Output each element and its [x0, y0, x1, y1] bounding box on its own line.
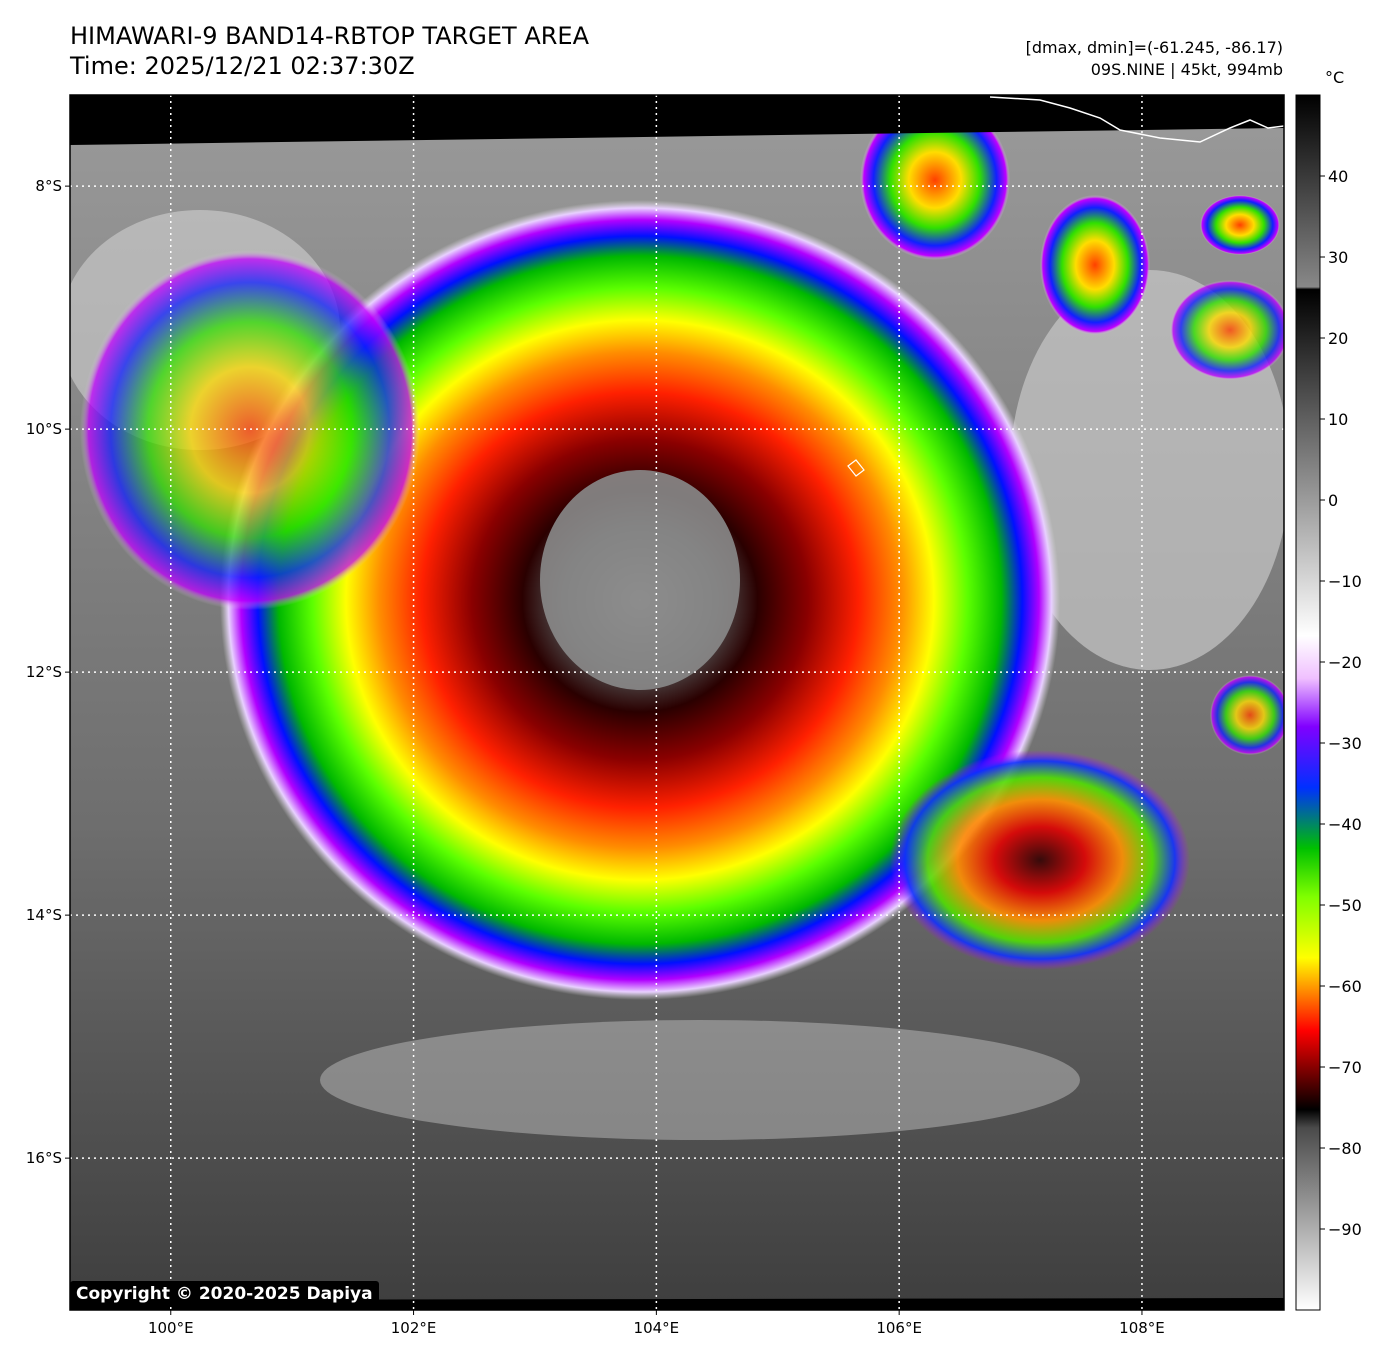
lat-tick-label: 16°S [26, 1149, 62, 1167]
colorbar-tick-label: 0 [1328, 491, 1338, 510]
colorbar-tick-label: 20 [1328, 329, 1348, 348]
colorbar-tick-label: −70 [1328, 1058, 1362, 1077]
map-imagery [70, 95, 1284, 1310]
map-frame [69, 94, 1285, 1311]
lon-ticks: 100°E 102°E 104°E 106°E 108°E [148, 1310, 1165, 1337]
lon-tick-label: 100°E [148, 1319, 194, 1337]
colorbar-tick-label: −30 [1328, 734, 1362, 753]
colorbar-tick-label: 30 [1328, 248, 1348, 267]
colorbar-tick-label: −40 [1328, 815, 1362, 834]
copyright-badge: Copyright © 2020-2025 Dapiya [70, 1281, 379, 1307]
chart-timestamp: Time: 2025/12/21 02:37:30Z [70, 52, 415, 80]
colorbar-tick-label: 10 [1328, 410, 1348, 429]
lat-tick-label: 14°S [26, 906, 62, 924]
colorbar-tick-label: −20 [1328, 653, 1362, 672]
colorbar-tick-label: 40 [1328, 167, 1348, 186]
colorbar-tick-label: −50 [1328, 896, 1362, 915]
colorbar-tick-label: −90 [1328, 1220, 1362, 1239]
colorbar-ticks: 40 30 20 10 0 −10 −20 −30 −40 −50 −60 −70 −80 −90 [1320, 167, 1362, 1239]
lat-tick-label: 12°S [26, 663, 62, 681]
lon-tick-label: 104°E [634, 1319, 680, 1337]
lat-tick-label: 10°S [26, 420, 62, 438]
storm-label: 09S.NINE | 45kt, 994mb [1090, 60, 1283, 79]
lon-tick-label: 106°E [876, 1319, 922, 1337]
lat-tick-label: 8°S [35, 177, 62, 195]
chart-title: HIMAWARI-9 BAND14-RBTOP TARGET AREA [70, 22, 590, 50]
lon-tick-label: 108°E [1119, 1319, 1165, 1337]
colorbar-tick-label: −60 [1328, 977, 1362, 996]
lon-tick-label: 102°E [391, 1319, 437, 1337]
colorbar-tick-label: −10 [1328, 572, 1362, 591]
coastline [989, 96, 1284, 143]
lat-ticks: 8°S 10°S 12°S 14°S 16°S [26, 177, 70, 1167]
gridlines [70, 95, 1284, 1310]
colorbar-tick-label: −80 [1328, 1139, 1362, 1158]
colorbar-unit: °C [1325, 68, 1345, 87]
colorbar [1295, 94, 1321, 1311]
stats-label: [dmax, dmin]=(-61.245, -86.17) [1025, 38, 1283, 57]
island-outline [847, 459, 865, 477]
